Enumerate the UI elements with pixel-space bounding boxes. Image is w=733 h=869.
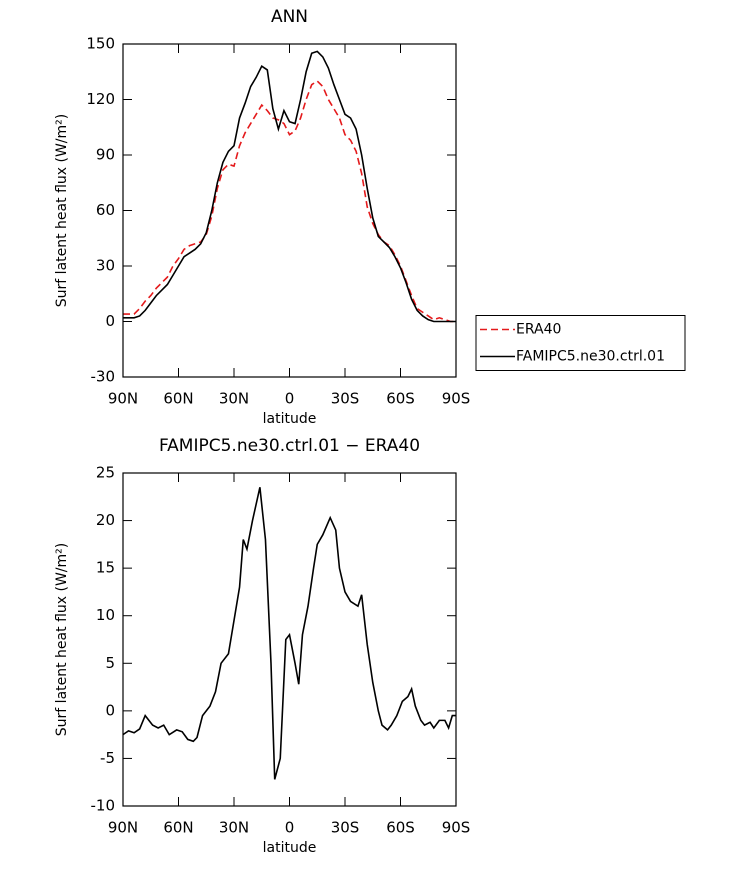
y-tick-label: 60: [96, 201, 115, 219]
legend: ERA40 FAMIPC5.ne30.ctrl.01: [475, 315, 686, 371]
y-tick-label: -30: [91, 368, 116, 386]
legend-box: [475, 315, 686, 371]
x-tick-label: 0: [285, 819, 295, 837]
x-tick-label: 60N: [163, 819, 193, 837]
chart-title: FAMIPC5.ne30.ctrl.01 − ERA40: [159, 436, 420, 456]
legend-label: FAMIPC5.ne30.ctrl.01: [516, 349, 665, 365]
y-tick-label: 30: [96, 257, 115, 275]
x-tick-label: 30N: [219, 819, 249, 837]
legend-label: ERA40: [516, 322, 561, 338]
y-tick-label: -5: [100, 749, 115, 767]
y-tick-label: 10: [96, 606, 115, 624]
x-tick-label: 60N: [163, 390, 193, 408]
y-tick-label: 0: [105, 701, 115, 719]
y-tick-label: 25: [96, 464, 115, 482]
x-tick-label: 30S: [331, 819, 360, 837]
y-tick-label: 150: [86, 35, 115, 53]
x-axis-label: latitude: [263, 411, 317, 427]
plot-frame: [122, 472, 457, 807]
y-tick-label: 90: [96, 146, 115, 164]
data-line: [122, 487, 456, 780]
x-tick-label: 90N: [108, 819, 138, 837]
y-axis-label: Surf latent heat flux (W/m²): [54, 114, 70, 307]
x-tick-label: 0: [285, 390, 295, 408]
x-tick-label: 60S: [386, 819, 415, 837]
x-tick-label: 30N: [219, 390, 249, 408]
x-axis-label: latitude: [263, 840, 317, 856]
data-line: [123, 79, 456, 323]
y-tick-label: 120: [86, 90, 115, 108]
y-tick-label: 0: [105, 312, 115, 330]
y-tick-label: 5: [105, 654, 115, 672]
y-tick-label: -10: [91, 797, 116, 815]
x-tick-label: 90S: [442, 819, 471, 837]
y-tick-label: 15: [96, 559, 115, 577]
plot-frame: [122, 43, 457, 378]
y-axis-label: Surf latent heat flux (W/m²): [54, 543, 70, 736]
y-tick-label: 20: [96, 511, 115, 529]
x-tick-label: 60S: [386, 390, 415, 408]
data-line: [123, 50, 456, 323]
x-tick-label: 30S: [331, 390, 360, 408]
x-tick-label: 90N: [108, 390, 138, 408]
chart-title: ANN: [271, 7, 308, 27]
x-tick-label: 90S: [442, 390, 471, 408]
